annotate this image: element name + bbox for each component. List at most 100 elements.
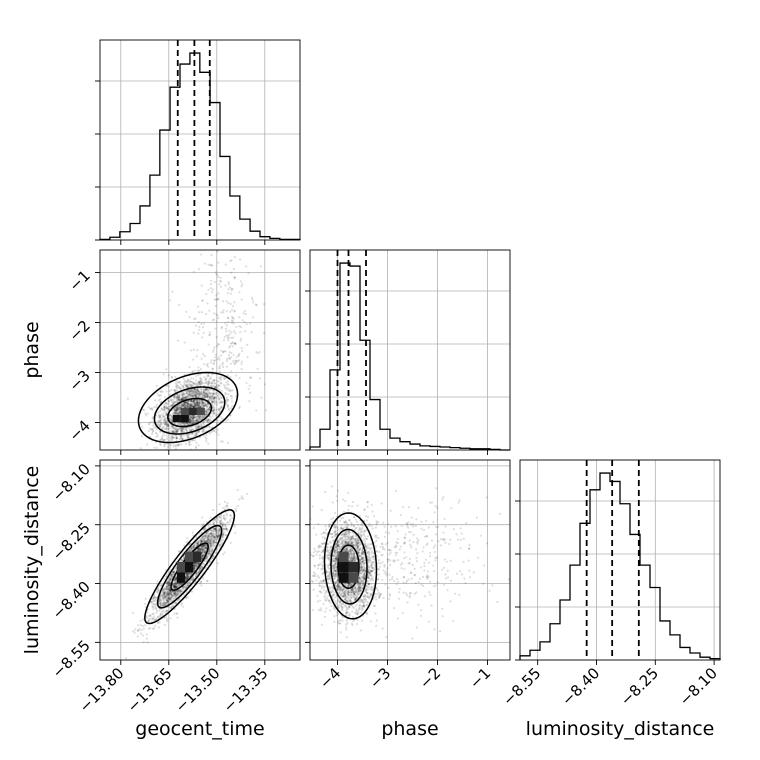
scatter-point [151,605,154,608]
scatter-point [188,405,191,408]
scatter-point [166,599,169,602]
scatter-point [186,575,189,578]
scatter-point [248,322,252,325]
scatter-point [199,547,202,550]
scatter-point [187,426,190,429]
scatter-point [161,591,164,594]
contour-0.99 [137,371,239,444]
scatter-point [155,589,159,592]
scatter-point [225,330,228,333]
scatter-point [204,550,207,553]
scatter-point [221,440,224,443]
scatter-point [204,378,207,382]
histogram-step-line [309,262,510,451]
scatter-point [188,418,192,421]
scatter-point [232,322,235,325]
scatter-point [212,350,215,353]
scatter-point [175,400,178,403]
scatter-point [229,414,232,417]
scatter-point [214,305,217,308]
scatter-point [255,304,258,307]
scatter-point [169,590,172,593]
scatter-point [165,422,168,425]
scatter-point [192,394,195,397]
scatter-point [195,403,198,406]
scatter-point [199,548,202,551]
scatter-point [231,360,235,363]
scatter-point [196,391,199,394]
scatter-point [178,386,181,389]
scatter-point [202,416,206,419]
scatter-point [198,549,201,552]
scatter-point [181,438,184,441]
scatter-point [188,406,191,409]
scatter-point [230,287,233,290]
scatter-point [171,418,174,422]
scatter-point [201,549,205,552]
scatter-point [186,436,189,439]
scatter-point [213,543,216,547]
scatter-point [199,537,202,540]
scatter-point [174,412,177,415]
scatter-point [215,401,218,404]
scatter-point [169,581,172,584]
scatter-point [201,555,204,558]
scatter-point [195,432,198,435]
scatter-point [211,406,214,409]
scatter-point [191,414,195,417]
scatter-point [213,401,216,404]
scatter-point [228,351,231,354]
scatter-point [170,399,173,402]
scatter-point [207,408,210,411]
scatter-point [201,399,204,403]
scatter-point [196,540,199,543]
scatter-point [187,422,191,426]
scatter-point [189,443,192,446]
scatter-point [173,410,177,413]
scatter-point [200,382,203,385]
scatter-point [161,390,164,393]
scatter-point [213,396,216,400]
scatter-point [185,391,188,394]
scatter-point [197,396,200,399]
scatter-point [178,411,181,414]
scatter-point [211,400,215,403]
scatter-point [193,561,196,564]
scatter-point [180,430,183,433]
scatter-point [208,539,211,543]
scatter-point [205,409,208,412]
scatter-point [173,585,176,588]
scatter-point [156,615,159,618]
scatter-point [200,396,203,399]
scatter-point [223,528,226,531]
scatter-point [167,427,170,430]
scatter-point [195,536,198,539]
scatter-point [147,627,150,630]
scatter-point [179,583,183,586]
scatter-point [186,421,189,425]
scatter-point [200,551,203,554]
scatter-point [214,392,217,396]
scatter-point [178,408,181,411]
scatter-point [192,545,195,549]
scatter-point [173,408,176,411]
scatter-point [192,577,195,580]
scatter-point [206,392,209,396]
scatter-point [187,399,190,403]
scatter-point [215,396,218,400]
scatter-point [197,390,201,394]
scatter-point [178,303,181,307]
scatter-point [237,354,240,357]
scatter-point [211,379,215,383]
scatter-point [159,390,162,393]
scatter-point [202,553,205,556]
scatter-point [178,549,181,553]
scatter-point [215,517,219,520]
scatter-point [190,548,193,551]
scatter-point [188,549,191,552]
scatter-point [176,589,179,593]
scatter-point [201,395,205,398]
scatter-point [187,404,190,407]
scatter-point [203,396,207,399]
